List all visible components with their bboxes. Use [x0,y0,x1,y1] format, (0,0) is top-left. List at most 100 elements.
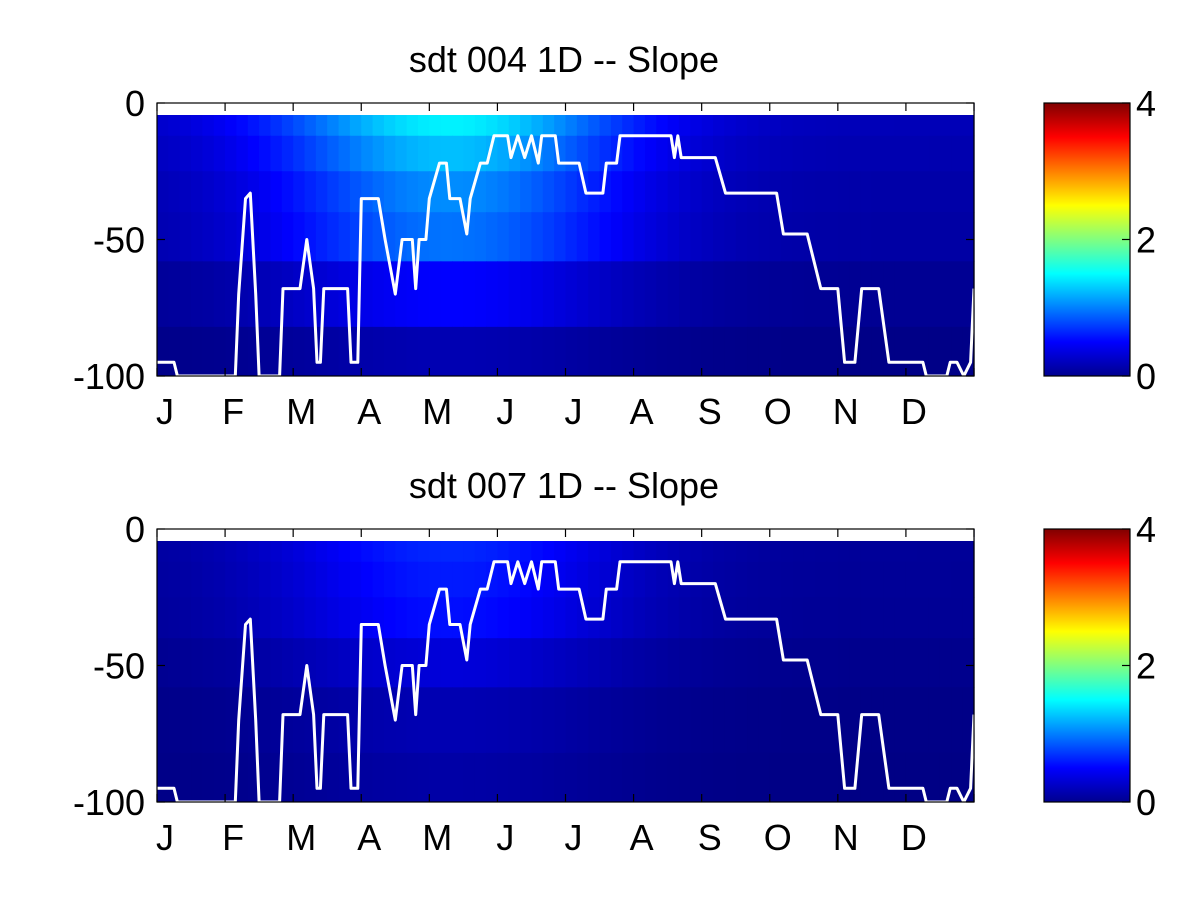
heatmap-cell [747,687,760,754]
heatmap-cell [837,135,850,172]
heatmap-cell [315,529,328,563]
heatmap-cell [202,212,215,262]
heatmap-cell [792,261,805,328]
heatmap-cell [826,212,839,262]
heatmap-cell [622,261,635,328]
heatmap-cell [157,261,169,328]
heatmap-cell [259,261,272,328]
heatmap-cell [270,135,283,172]
heatmap-cell [383,212,396,262]
heatmap-cell [202,529,215,563]
heatmap-cell [157,529,169,563]
heatmap-cell [713,597,725,639]
heatmap-cell [678,261,691,328]
heatmap-cell [667,687,680,754]
heatmap-cell [939,212,952,262]
heatmap-cell [508,752,521,803]
heatmap-cell [905,529,918,563]
heatmap-cell [860,171,873,213]
heatmap-cell [463,597,476,639]
heatmap-cell [576,135,589,172]
heatmap-cell [701,171,714,213]
heatmap-cell [259,103,272,137]
heatmap-cell [531,261,544,328]
heatmap-cell [962,326,975,377]
heatmap-cell [293,326,306,377]
heatmap-cell [213,103,226,137]
heatmap-cell [202,103,215,137]
heatmap-cell [849,212,862,262]
heatmap-cell [951,261,964,328]
heatmap-cell [758,529,771,563]
heatmap-cell [656,687,669,754]
heatmap-cell [769,752,782,803]
heatmap-cell [395,171,408,213]
heatmap-cell [508,326,521,377]
heatmap-cell [962,638,975,688]
heatmap-cell [565,529,578,563]
heatmap-cell [939,261,952,328]
heatmap-cell [928,261,941,328]
heatmap-cell [860,597,873,639]
heatmap-cell [508,171,521,213]
heatmap-cell [781,171,794,213]
heatmap-cell [270,212,283,262]
heatmap-cell [781,326,794,377]
heatmap-cell [293,597,306,639]
heatmap-cell [678,752,691,803]
heatmap-cell [781,261,794,328]
heatmap-cell [486,687,499,754]
heatmap-cell [951,529,964,563]
heatmap-cell [542,135,555,172]
heatmap-cell [259,752,272,803]
heatmap-cell [758,261,771,328]
heatmap-cell [905,561,918,598]
heatmap-cell [157,171,169,213]
heatmap-cell [781,212,794,262]
heatmap-cell [463,529,476,563]
heatmap-cell [236,135,249,172]
heatmap-cell [225,135,238,172]
heatmap-cell [361,687,374,754]
heatmap-cell [792,103,805,137]
heatmap-cell [338,687,351,754]
heatmap-cell [508,687,521,754]
heatmap-cell [644,261,657,328]
heatmap-cell [565,597,578,639]
heatmap-cell [383,261,396,328]
heatmap-cell [372,597,385,639]
heatmap-cell [327,529,340,563]
panel-2-colorbar: 0 2 4 [1043,509,1156,823]
heatmap-cell [781,638,794,688]
heatmap-cell [735,752,748,803]
heatmap-cell [486,103,499,137]
heatmap-cell [486,529,499,563]
heatmap-cell [928,752,941,803]
colorbar-tick-label: 0 [1136,356,1156,397]
heatmap-cell [644,561,657,598]
heatmap-cell [576,561,589,598]
heatmap-cell [565,326,578,377]
heatmap-cell [395,135,408,172]
heatmap-cell [168,103,181,137]
colorbar-tick-label: 4 [1136,509,1156,550]
heatmap-cell [338,212,351,262]
heatmap-cell [803,171,816,213]
heatmap-cell [157,638,169,688]
heatmap-cell [270,687,283,754]
heatmap-cell [735,687,748,754]
heatmap-cell [633,638,646,688]
x-tick-label: J [565,817,583,858]
heatmap-cell [157,597,169,639]
heatmap-cell [758,638,771,688]
heatmap-cell [860,638,873,688]
heatmap-cell [622,597,635,639]
heatmap-cell [565,561,578,598]
heatmap-cell [554,561,567,598]
heatmap-cell [701,529,714,563]
heatmap-cell [395,326,408,377]
heatmap-cell [531,687,544,754]
heatmap-cell [406,135,419,172]
heatmap-cell [497,103,510,137]
heatmap-cell [599,171,612,213]
